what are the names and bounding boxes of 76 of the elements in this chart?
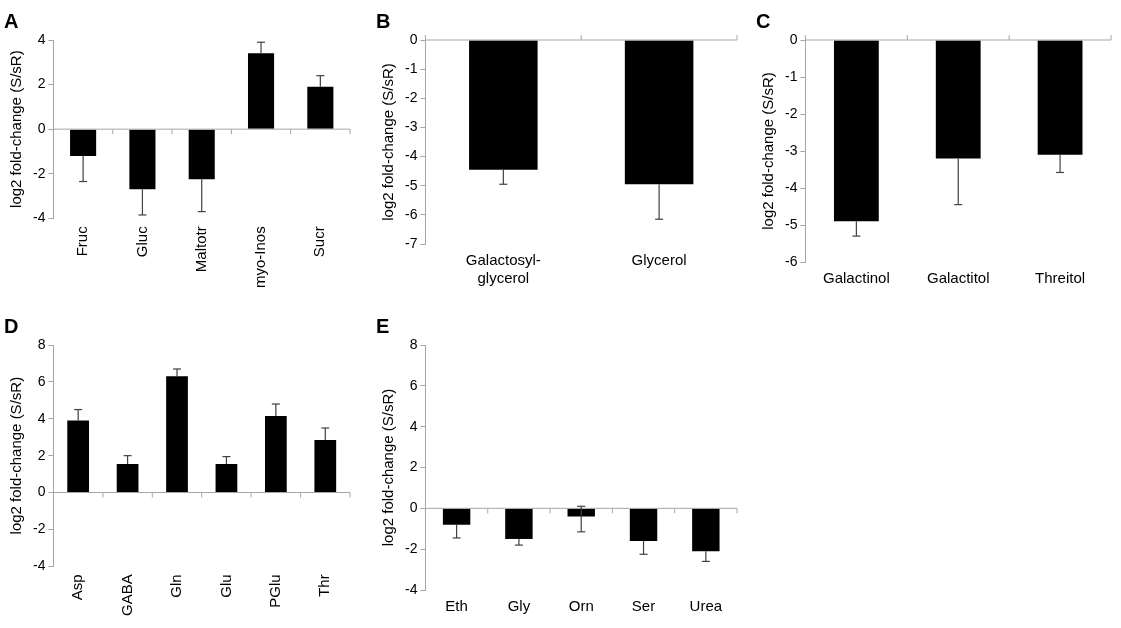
x-tick-label: Threitol — [1035, 269, 1086, 287]
bar — [247, 53, 275, 129]
y-tick-label: 6 — [37, 372, 46, 389]
y-tick-label: -2 — [405, 540, 418, 557]
y-tick-label: -4 — [405, 580, 418, 597]
x-tick-label: Gly — [507, 597, 531, 615]
y-tick-label: -4 — [33, 557, 46, 574]
y-axis-title: log2 fold-change (S/sR) — [379, 63, 397, 221]
y-axis-title: log2 fold-change (S/sR) — [7, 376, 25, 535]
x-tick-label: Gluc — [132, 225, 150, 258]
y-axis-title: log2 fold-change (S/sR) — [759, 72, 777, 230]
chart-title: B — [376, 9, 391, 32]
bar — [264, 416, 287, 493]
chart-title: E — [376, 314, 390, 337]
bar — [215, 463, 238, 493]
y-tick-label: -6 — [785, 252, 798, 269]
y-tick-label: 4 — [37, 30, 46, 47]
y-tick-label: 0 — [37, 120, 46, 137]
y-tick-label: -2 — [405, 89, 418, 106]
x-tick-label: Asp — [68, 574, 86, 601]
y-tick-label: 8 — [37, 335, 46, 352]
y-tick-label: -4 — [405, 147, 418, 164]
y-tick-label: -2 — [33, 164, 46, 181]
y-tick-label: -4 — [33, 209, 46, 226]
y-tick-label: 0 — [37, 483, 46, 500]
bar — [307, 86, 334, 129]
y-tick-label: 8 — [409, 335, 418, 352]
y-tick-label: 2 — [409, 458, 418, 475]
y-tick-label: 4 — [37, 409, 46, 426]
y-tick-label: 0 — [789, 30, 798, 47]
y-tick-label: 6 — [409, 376, 418, 393]
bar — [129, 129, 156, 190]
y-tick-label: -1 — [785, 67, 798, 84]
x-tick-label: Galactinol — [823, 269, 890, 287]
x-tick-label: Orn — [568, 597, 594, 615]
chart-title: A — [4, 9, 19, 32]
bar — [314, 439, 337, 493]
chart-title: D — [4, 314, 19, 337]
y-tick-label: 2 — [37, 75, 46, 92]
y-tick-label: 0 — [409, 30, 418, 47]
bar — [116, 463, 139, 493]
x-tick-label: Maltotr — [191, 226, 209, 273]
y-tick-label: -5 — [405, 176, 418, 193]
x-tick-label: Sucr — [310, 226, 328, 258]
bar — [188, 129, 215, 180]
y-tick-label: 2 — [37, 446, 46, 463]
x-tick-label: Eth — [445, 597, 468, 615]
x-tick-label: Galactitol — [926, 269, 990, 287]
y-tick-label: 4 — [409, 417, 418, 434]
x-tick-label: Fruc — [73, 225, 91, 257]
x-tick-label: Glycerol — [631, 251, 687, 269]
x-tick-label: Ser — [631, 597, 656, 615]
chart-title: C — [756, 9, 771, 32]
y-tick-label: -3 — [785, 141, 798, 158]
x-tick-label: Galactosyl-glycerol — [465, 251, 541, 287]
y-tick-label: -5 — [785, 215, 798, 232]
x-tick-label: Glu — [216, 574, 234, 598]
y-tick-label: -1 — [405, 60, 418, 76]
bar — [70, 129, 97, 156]
bar — [166, 376, 188, 493]
bar — [67, 420, 90, 493]
y-tick-label: -2 — [33, 520, 46, 537]
x-tick-label: Urea — [689, 597, 723, 615]
x-tick-label: Gln — [167, 574, 185, 598]
y-axis-title: log2 fold-change (S/sR) — [7, 50, 25, 208]
x-tick-label: GABA — [117, 574, 135, 617]
x-tick-label: PGlu — [266, 574, 283, 608]
y-tick-label: -2 — [785, 104, 798, 121]
x-tick-label: Thr — [315, 574, 333, 597]
y-tick-label: -3 — [405, 118, 418, 135]
y-tick-label: -6 — [405, 205, 418, 222]
x-tick-label: myo-Inos — [251, 226, 269, 288]
y-tick-label: -7 — [405, 234, 418, 251]
y-tick-label: 0 — [409, 499, 418, 516]
y-axis-title: log2 fold-change (S/sR) — [379, 388, 397, 547]
y-tick-label: -4 — [785, 178, 798, 195]
